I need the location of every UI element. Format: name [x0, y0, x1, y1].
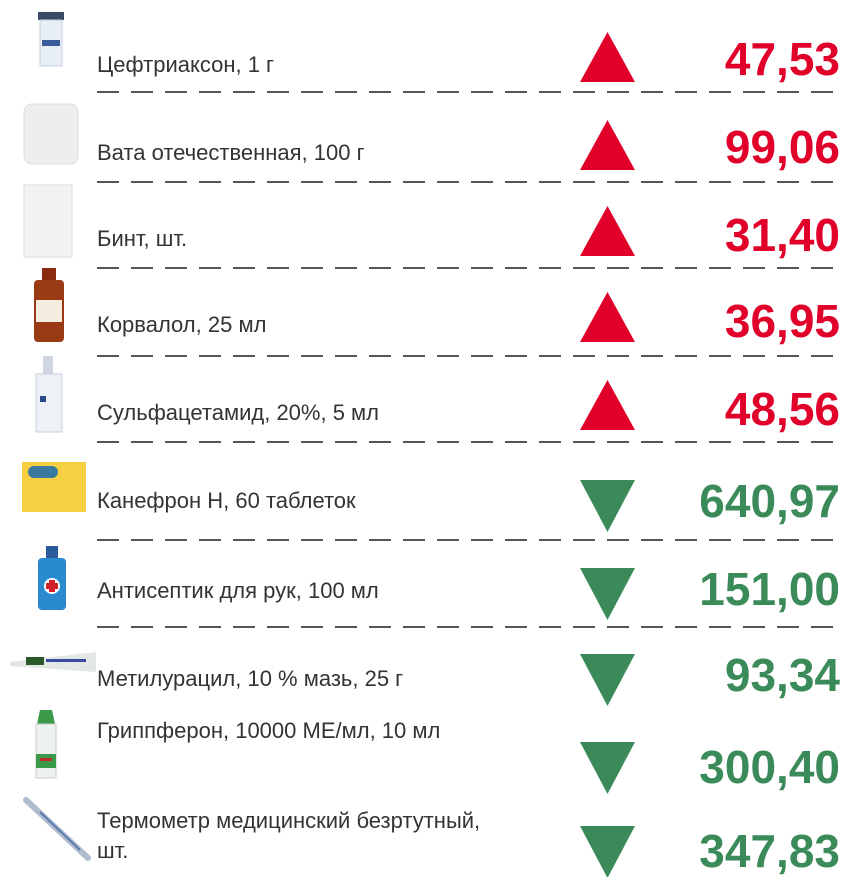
icon-dropper: [35, 710, 57, 779]
item-price: 99,06: [724, 121, 840, 173]
icon-cotton: [23, 103, 79, 165]
arrow-up: [580, 120, 635, 170]
item-price: 93,34: [724, 649, 840, 701]
item-label: Канефрон Н, 60 таблеток: [97, 488, 356, 513]
item-price: 300,40: [699, 741, 840, 793]
icon-bandage: [23, 184, 73, 258]
arrow-down: [580, 480, 635, 532]
arrow-up: [580, 292, 635, 342]
icon-vial: [38, 12, 64, 67]
item-label: Цефтриаксон, 1 г: [97, 52, 275, 77]
item-label: Метилурацил, 10 % мазь, 25 г: [97, 666, 404, 691]
arrow-up: [580, 206, 635, 256]
icon-tube: [10, 652, 96, 672]
arrow-down: [580, 826, 635, 877]
icon-thermometer: [23, 797, 91, 861]
item-label: Бинт, шт.: [97, 226, 188, 251]
arrow-up: [580, 380, 635, 430]
item-label: Сульфацетамид, 20%, 5 мл: [97, 400, 380, 425]
arrow-up: [580, 32, 635, 82]
item-price: 36,95: [724, 295, 840, 347]
item-price: 48,56: [724, 383, 840, 435]
item-label: Термометр медицинский безртутный, шт.: [97, 808, 481, 863]
item-label: Вата отечественная, 100 г: [97, 140, 365, 165]
icon-drops: [35, 356, 63, 433]
item-price: 347,83: [699, 825, 840, 877]
item-price: 640,97: [699, 475, 840, 527]
item-price: 47,53: [724, 33, 840, 85]
item-price: 31,40: [724, 209, 840, 261]
icon-sanitizer: [38, 546, 66, 610]
arrow-down: [580, 654, 635, 706]
item-label: Гриппферон, 10000 МЕ/мл, 10 мл: [97, 718, 441, 743]
icon-bottle: [34, 268, 64, 342]
arrow-down: [580, 568, 635, 620]
icon-box: [22, 462, 86, 512]
arrow-down: [580, 742, 635, 794]
item-label: Антисептик для рук, 100 мл: [97, 578, 379, 603]
item-price: 151,00: [699, 563, 840, 615]
item-label: Корвалол, 25 мл: [97, 312, 267, 337]
